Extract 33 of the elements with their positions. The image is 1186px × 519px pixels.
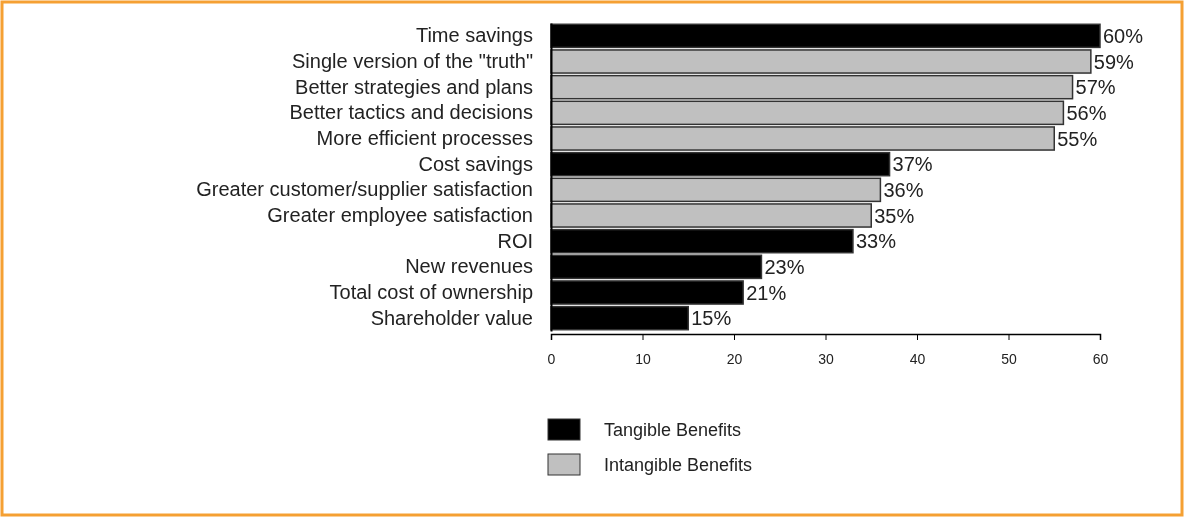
x-tick-label: 40: [909, 350, 926, 367]
y-tick-label: Greater customer/supplier satisfaction: [196, 178, 533, 201]
data-label: 15%: [691, 307, 732, 330]
y-tick-label: Cost savings: [418, 152, 533, 175]
y-tick-label: Greater employee satisfaction: [267, 203, 533, 226]
data-label: 21%: [746, 281, 787, 304]
y-tick-label: New revenues: [405, 255, 533, 278]
legend-label: Tangible Benefits: [604, 420, 742, 441]
x-tick-label: 10: [635, 350, 651, 367]
data-label: 60%: [1103, 25, 1144, 48]
y-tick-label: Total cost of ownership: [329, 280, 533, 303]
data-label: 55%: [1057, 127, 1098, 150]
y-tick-label: Single version of the "truth": [292, 49, 533, 72]
y-tick-label: Time savings: [415, 24, 533, 47]
data-label: 33%: [855, 230, 897, 253]
data-label: 35%: [874, 204, 915, 227]
x-tick-label: 30: [818, 350, 834, 367]
data-label: 37%: [892, 153, 933, 176]
y-tick-label: Better strategies and plans: [295, 75, 533, 98]
x-tick-label: 0: [547, 350, 556, 367]
y-tick-label: Shareholder value: [370, 306, 533, 329]
y-tick-label: Better tactics and decisions: [289, 101, 533, 124]
data-label: 59%: [1093, 50, 1135, 73]
y-tick-label: ROI: [497, 229, 533, 252]
y-tick-label: More efficient processes: [316, 126, 533, 149]
x-tick-label: 50: [1001, 350, 1017, 367]
x-tick-label: 20: [726, 350, 743, 367]
data-label: 57%: [1075, 76, 1116, 99]
data-label: 23%: [764, 256, 805, 279]
x-tick-label: 60: [1092, 350, 1109, 367]
data-label: 36%: [883, 179, 924, 202]
legend-label: Intangible Benefits: [604, 455, 753, 476]
data-label: 56%: [1066, 102, 1107, 125]
